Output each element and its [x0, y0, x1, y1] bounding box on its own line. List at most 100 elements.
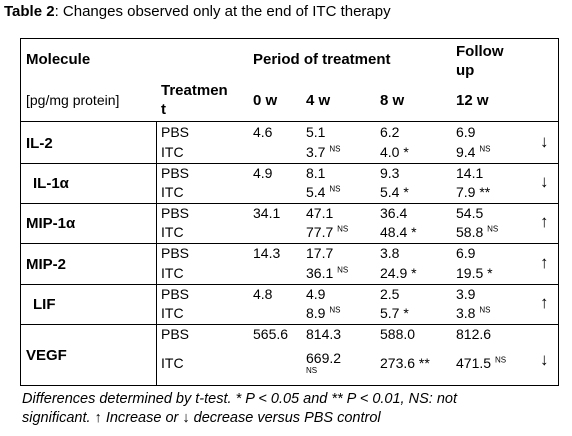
header-period: Period of treatment: [253, 51, 391, 68]
value-cell: 24.9 *: [380, 265, 417, 281]
value-cell: 54.5: [456, 205, 484, 221]
significance-mark: NS: [487, 224, 499, 234]
treatment-label: ITC: [161, 355, 184, 371]
treatment-label: PBS: [161, 286, 190, 302]
header-treatment-line2: t: [161, 101, 166, 118]
treatment-label: ITC: [161, 305, 184, 321]
significance-mark: NS: [306, 366, 318, 375]
significance-mark: NS: [479, 305, 491, 315]
table-caption: : Changes observed only at the end of IT…: [54, 3, 391, 20]
molecule-label: LIF: [33, 296, 56, 313]
row-divider: [20, 284, 558, 285]
row-divider: [20, 203, 558, 204]
molecule-label: IL-1α: [33, 175, 69, 192]
value-cell: 4.0 *: [380, 144, 409, 160]
value-cell: 8.9 NS: [306, 305, 340, 321]
treatment-label: ITC: [161, 144, 184, 160]
value-cell: 48.4 *: [380, 224, 417, 240]
value-cell: 8.1: [306, 165, 326, 181]
value-cell: 3.8: [380, 245, 400, 261]
trend-arrow-icon: ↑: [540, 293, 549, 312]
value-text: 8.9: [306, 305, 326, 321]
header-week-12: 12 w: [456, 92, 489, 109]
value-cell: 588.0: [380, 326, 416, 342]
value-cell: 3.7 NS: [306, 144, 340, 160]
value-cell: 3.9: [456, 286, 476, 302]
footnote-line2: significant. ↑ Increase or ↓ decrease ve…: [22, 410, 381, 426]
header-week-0: 0 w: [253, 92, 278, 109]
value-text: 471.5: [456, 355, 492, 371]
value-cell: 4.9: [306, 286, 326, 302]
treatment-label: PBS: [161, 124, 190, 140]
treatment-label: PBS: [161, 205, 190, 221]
value-cell: 5.4 *: [380, 184, 409, 200]
header-followup-line2: up: [456, 62, 475, 79]
value-cell: 565.6: [253, 326, 289, 342]
value-cell: 34.1: [253, 205, 281, 221]
molecule-label: IL-2: [26, 135, 53, 152]
value-cell: 19.5 *: [456, 265, 493, 281]
value-cell: 5.1: [306, 124, 326, 140]
row-divider: [20, 243, 558, 244]
header-treatment-line1: Treatmen: [161, 82, 228, 99]
treatment-label: ITC: [161, 184, 184, 200]
significance-mark: NS: [329, 305, 341, 315]
header-week-8: 8 w: [380, 92, 405, 109]
value-cell: 4.9: [253, 165, 273, 181]
significance-mark: NS: [337, 224, 349, 234]
significance-mark: NS: [494, 355, 507, 365]
value-cell: 9.4 NS: [456, 144, 490, 160]
value-cell: 17.7: [306, 245, 334, 261]
value-text: 58.8: [456, 224, 484, 240]
value-text: 36.1: [306, 265, 334, 281]
value-text: 77.7: [306, 224, 334, 240]
trend-arrow-icon: ↑: [540, 212, 549, 231]
value-cell: 9.3: [380, 165, 400, 181]
value-cell: 814.3: [306, 326, 342, 342]
value-text: 9.4: [456, 144, 476, 160]
value-text: 3.7: [306, 144, 326, 160]
significance-mark: NS: [329, 144, 341, 154]
value-cell: 6.9: [456, 124, 476, 140]
value-cell: 6.9: [456, 245, 476, 261]
trend-arrow-icon: ↓: [540, 132, 549, 151]
value-text: 3.8: [456, 305, 476, 321]
header-molecule: Molecule: [26, 51, 91, 68]
table-title: Table 2: Changes observed only at the en…: [4, 3, 391, 20]
value-cell: 14.3: [253, 245, 281, 261]
row-divider: [20, 324, 558, 325]
value-cell: 669.2: [306, 350, 342, 366]
molecule-label: MIP-1α: [26, 215, 76, 232]
value-cell: 7.9 **: [456, 184, 491, 200]
value-cell: 36.4: [380, 205, 408, 221]
molecule-label: MIP-2: [26, 256, 67, 273]
treatment-label: PBS: [161, 165, 190, 181]
molecule-label: VEGF: [26, 347, 67, 364]
value-cell: 77.7 NS: [306, 224, 348, 240]
value-cell: 2.5: [380, 286, 400, 302]
significance-mark: NS: [337, 265, 349, 275]
footnote-line1: Differences determined by t-test. * P < …: [22, 391, 457, 407]
trend-arrow-icon: ↑: [540, 253, 549, 272]
treatment-label: ITC: [161, 224, 184, 240]
trend-arrow-icon: ↓: [540, 172, 549, 191]
table-number: Table 2: [4, 3, 55, 20]
value-cell: 14.1: [456, 165, 484, 181]
value-cell: 6.2: [380, 124, 400, 140]
significance-mark: NS: [329, 184, 341, 194]
value-cell: 3.8 NS: [456, 305, 490, 321]
table-frame: [20, 38, 559, 386]
header-divider: [20, 121, 558, 122]
value-cell: 471.5 NS: [456, 355, 506, 371]
row-divider: [20, 163, 558, 164]
treatment-label: PBS: [161, 245, 190, 261]
header-followup-line1: Follow: [456, 43, 504, 60]
value-cell: 5.4 NS: [306, 184, 340, 200]
value-cell: 5.7 *: [380, 305, 409, 321]
value-cell: 36.1 NS: [306, 265, 348, 281]
value-cell: 273.6 **: [380, 355, 430, 371]
trend-arrow-icon: ↓: [540, 350, 549, 369]
significance-mark: NS: [479, 144, 491, 154]
value-cell: 4.6: [253, 124, 273, 140]
value-cell: 4.8: [253, 286, 273, 302]
